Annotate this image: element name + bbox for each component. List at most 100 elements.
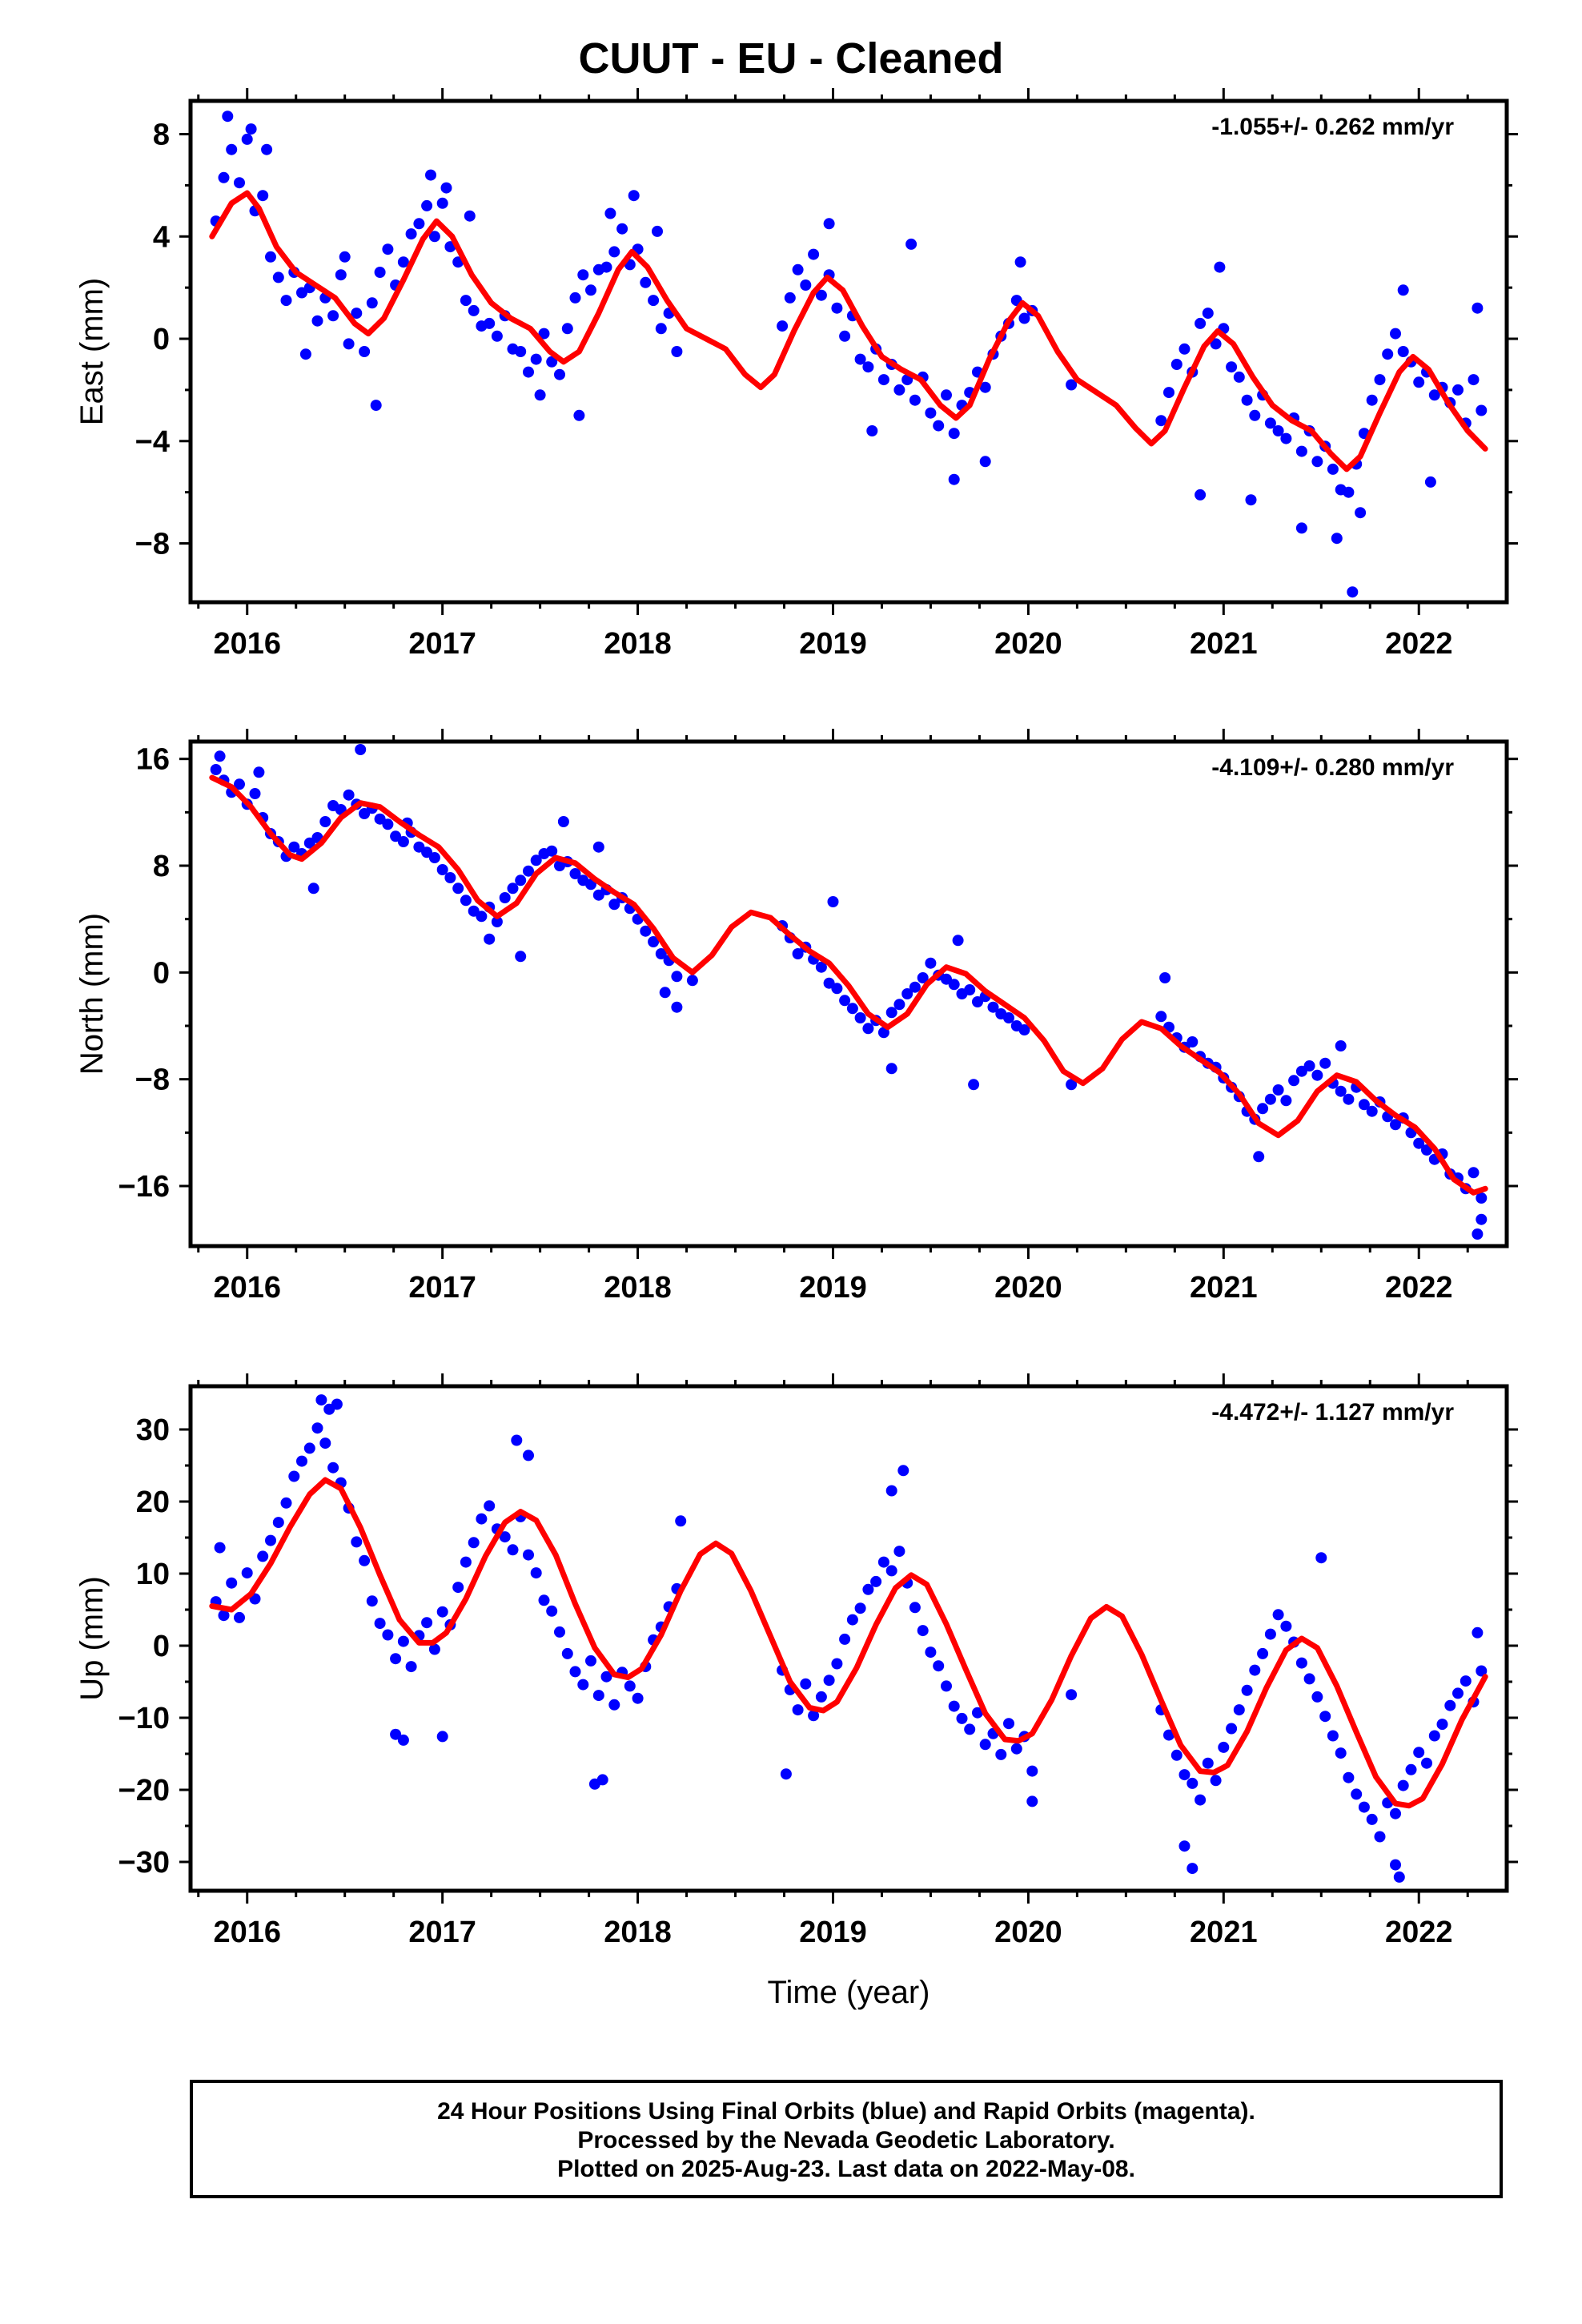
data-point (1272, 1609, 1284, 1621)
y-tick-label: 8 (153, 119, 170, 152)
data-point (1397, 1779, 1409, 1791)
data-point (885, 1007, 897, 1019)
data-point (515, 875, 527, 887)
data-point (1311, 1069, 1323, 1081)
plot-frame (188, 99, 1509, 605)
fit-curves (209, 1477, 1488, 1809)
data-point (600, 261, 612, 273)
data-point (507, 883, 519, 895)
data-point (800, 279, 812, 291)
y-tick-label: 0 (153, 1630, 170, 1663)
data-point (515, 951, 527, 963)
data-point (222, 111, 234, 123)
data-point (777, 320, 789, 332)
data-point (1226, 1723, 1238, 1735)
y-axis-title: North (mm) (74, 913, 110, 1075)
data-point (893, 999, 905, 1011)
data-point (241, 133, 253, 145)
data-points (210, 744, 1488, 1240)
data-point (1163, 1729, 1174, 1741)
panel-1: −8 −4 0 4 8 2016 2017 2018 2019 2020 2021 2022 East … (74, 88, 1518, 661)
data-point (327, 310, 339, 322)
data-point (1066, 1689, 1078, 1701)
data-point (1366, 1105, 1378, 1117)
data-point (909, 981, 921, 993)
data-point (1358, 1801, 1370, 1813)
data-point (511, 1434, 523, 1446)
data-point (546, 1605, 558, 1617)
data-point (1241, 1684, 1253, 1696)
data-point (374, 1618, 386, 1630)
data-point (1186, 1777, 1199, 1789)
data-point (1257, 1647, 1269, 1659)
data-point (1382, 348, 1394, 360)
data-point (359, 1554, 371, 1566)
data-point (1421, 1757, 1432, 1769)
data-point (1066, 1079, 1078, 1091)
data-point (1405, 1763, 1417, 1775)
plot-frame (188, 1384, 1509, 1893)
data-point (491, 330, 503, 342)
data-point (1288, 1075, 1300, 1087)
data-point (628, 190, 640, 202)
data-point (1390, 1119, 1401, 1131)
data-point (671, 971, 683, 983)
data-point (948, 979, 960, 991)
data-point (1351, 1788, 1363, 1800)
data-point (569, 1666, 581, 1678)
footer-line-2: Processed by the Nevada Geodetic Laborat… (577, 2127, 1115, 2153)
data-point (1178, 343, 1191, 355)
data-point (1210, 1775, 1222, 1787)
data-point (877, 374, 889, 386)
data-point (436, 1731, 448, 1743)
data-point (1343, 1093, 1355, 1105)
data-point (311, 315, 323, 327)
data-point (1249, 1664, 1261, 1676)
footer-line-1: 24 Hour Positions Using Final Orbits (bl… (437, 2098, 1255, 2125)
data-point (1472, 1228, 1484, 1240)
data-point (1476, 1192, 1488, 1204)
data-point (444, 872, 456, 883)
data-point (1159, 972, 1171, 983)
data-point (905, 238, 917, 250)
data-point (870, 1575, 882, 1587)
y-tick-label: 8 (153, 850, 170, 883)
data-point (1280, 1620, 1292, 1632)
data-point (1295, 445, 1307, 457)
data-point (226, 1577, 238, 1589)
data-point (1155, 415, 1167, 427)
data-point (226, 143, 238, 155)
x-tick-label: 2017 (408, 627, 476, 661)
x-tick-label: 2022 (1385, 627, 1453, 661)
data-point (862, 1023, 874, 1035)
data-point (476, 911, 488, 923)
data-point (659, 987, 671, 999)
data-point (1343, 1771, 1355, 1783)
data-point (1026, 1795, 1038, 1807)
data-point (554, 368, 565, 380)
y-tick-label: −4 (135, 425, 170, 459)
data-point (366, 1595, 378, 1607)
data-point (885, 1485, 897, 1497)
data-point (909, 1602, 921, 1614)
data-point (530, 854, 542, 866)
data-point (261, 143, 273, 155)
data-point (1468, 1167, 1480, 1179)
data-point (616, 223, 628, 235)
data-point (652, 225, 663, 237)
data-point (234, 177, 245, 189)
data-point (303, 1442, 315, 1454)
data-point (425, 169, 436, 181)
data-point (831, 983, 843, 995)
data-point (1390, 328, 1401, 340)
data-point (573, 409, 585, 421)
data-point (355, 744, 367, 755)
fit-curve (209, 190, 1488, 472)
data-point (428, 1643, 440, 1655)
data-point (214, 750, 226, 762)
data-point (1018, 1024, 1030, 1035)
data-point (815, 961, 827, 973)
data-point (370, 400, 382, 412)
data-point (1472, 1626, 1484, 1638)
y-tick-label: 20 (136, 1486, 170, 1519)
